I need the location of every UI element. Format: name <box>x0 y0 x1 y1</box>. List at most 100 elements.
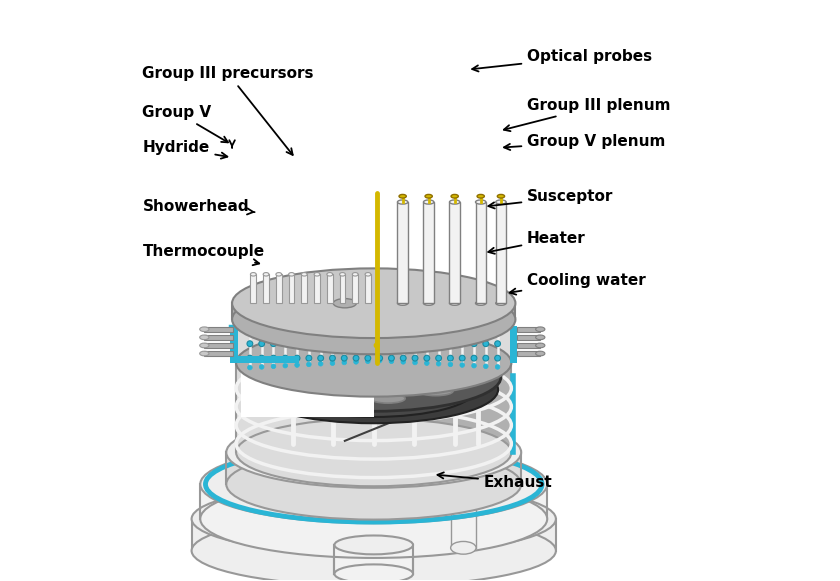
Ellipse shape <box>425 195 433 198</box>
Ellipse shape <box>232 285 516 354</box>
Bar <box>204 351 234 356</box>
Ellipse shape <box>247 341 253 347</box>
Ellipse shape <box>282 341 288 347</box>
Ellipse shape <box>330 361 335 365</box>
Ellipse shape <box>243 407 505 471</box>
Bar <box>204 343 234 348</box>
Ellipse shape <box>333 299 356 308</box>
Bar <box>230 356 299 363</box>
Ellipse shape <box>316 353 350 363</box>
Ellipse shape <box>342 360 347 365</box>
Ellipse shape <box>389 355 394 361</box>
Bar <box>226 453 521 484</box>
Ellipse shape <box>449 200 459 204</box>
Text: Group V plenum: Group V plenum <box>504 134 665 150</box>
Ellipse shape <box>536 351 545 356</box>
Ellipse shape <box>471 355 477 361</box>
Ellipse shape <box>192 515 556 581</box>
Ellipse shape <box>377 355 382 361</box>
Text: Thermocouple: Thermocouple <box>143 244 265 265</box>
Ellipse shape <box>232 268 516 338</box>
Bar <box>510 326 517 363</box>
Ellipse shape <box>448 341 454 347</box>
Bar <box>517 343 540 348</box>
Ellipse shape <box>412 355 418 361</box>
Ellipse shape <box>483 341 489 347</box>
Text: Group III precursors: Group III precursors <box>143 66 314 155</box>
Text: Optical probes: Optical probes <box>472 49 652 71</box>
Ellipse shape <box>200 335 209 340</box>
Ellipse shape <box>401 341 406 347</box>
Ellipse shape <box>484 364 488 368</box>
Ellipse shape <box>352 272 358 276</box>
Ellipse shape <box>246 343 501 411</box>
Ellipse shape <box>412 341 418 347</box>
Ellipse shape <box>477 195 485 198</box>
Text: Group III plenum: Group III plenum <box>504 98 670 131</box>
Bar <box>250 274 256 303</box>
Ellipse shape <box>283 363 287 368</box>
Ellipse shape <box>259 355 265 361</box>
Ellipse shape <box>475 200 486 204</box>
Ellipse shape <box>306 341 312 347</box>
Ellipse shape <box>450 541 476 554</box>
Ellipse shape <box>356 372 391 382</box>
Ellipse shape <box>249 356 498 423</box>
Text: Heater: Heater <box>488 231 585 254</box>
Ellipse shape <box>497 195 505 198</box>
Ellipse shape <box>370 351 405 360</box>
Ellipse shape <box>341 341 347 347</box>
Ellipse shape <box>329 341 335 347</box>
Ellipse shape <box>459 355 465 361</box>
Ellipse shape <box>319 375 428 404</box>
Ellipse shape <box>334 536 413 554</box>
Ellipse shape <box>281 380 315 389</box>
Bar <box>204 335 234 340</box>
Text: Showerhead: Showerhead <box>143 199 255 214</box>
Bar <box>200 484 547 519</box>
Text: Group V: Group V <box>143 105 228 142</box>
Bar <box>236 320 512 363</box>
Ellipse shape <box>263 272 269 276</box>
Ellipse shape <box>365 359 370 364</box>
Bar <box>517 351 540 356</box>
Ellipse shape <box>318 341 323 347</box>
Ellipse shape <box>354 360 359 364</box>
Ellipse shape <box>259 341 265 347</box>
Ellipse shape <box>353 355 359 361</box>
Ellipse shape <box>192 483 556 554</box>
Ellipse shape <box>200 351 209 356</box>
Ellipse shape <box>496 200 507 204</box>
Ellipse shape <box>302 272 307 276</box>
Ellipse shape <box>389 359 394 364</box>
Ellipse shape <box>200 445 547 523</box>
Ellipse shape <box>306 355 312 361</box>
Ellipse shape <box>448 355 454 361</box>
Ellipse shape <box>450 498 476 511</box>
Text: Exhaust: Exhaust <box>438 472 553 490</box>
Ellipse shape <box>424 355 430 361</box>
Ellipse shape <box>260 365 264 370</box>
Ellipse shape <box>236 418 512 486</box>
Ellipse shape <box>438 372 472 382</box>
Ellipse shape <box>536 343 545 348</box>
Ellipse shape <box>295 363 299 367</box>
Ellipse shape <box>436 355 442 361</box>
Ellipse shape <box>459 341 465 347</box>
Polygon shape <box>236 363 374 453</box>
Ellipse shape <box>423 200 434 204</box>
Bar <box>232 303 516 320</box>
Ellipse shape <box>341 355 347 361</box>
Ellipse shape <box>451 195 459 198</box>
Bar <box>238 320 510 361</box>
Ellipse shape <box>377 341 382 347</box>
Ellipse shape <box>327 272 333 276</box>
Bar <box>327 274 333 303</box>
Ellipse shape <box>472 363 476 368</box>
Ellipse shape <box>471 341 477 347</box>
Ellipse shape <box>200 343 209 348</box>
Bar <box>423 202 434 303</box>
Ellipse shape <box>365 355 370 361</box>
Ellipse shape <box>307 362 311 367</box>
Bar <box>314 274 320 303</box>
